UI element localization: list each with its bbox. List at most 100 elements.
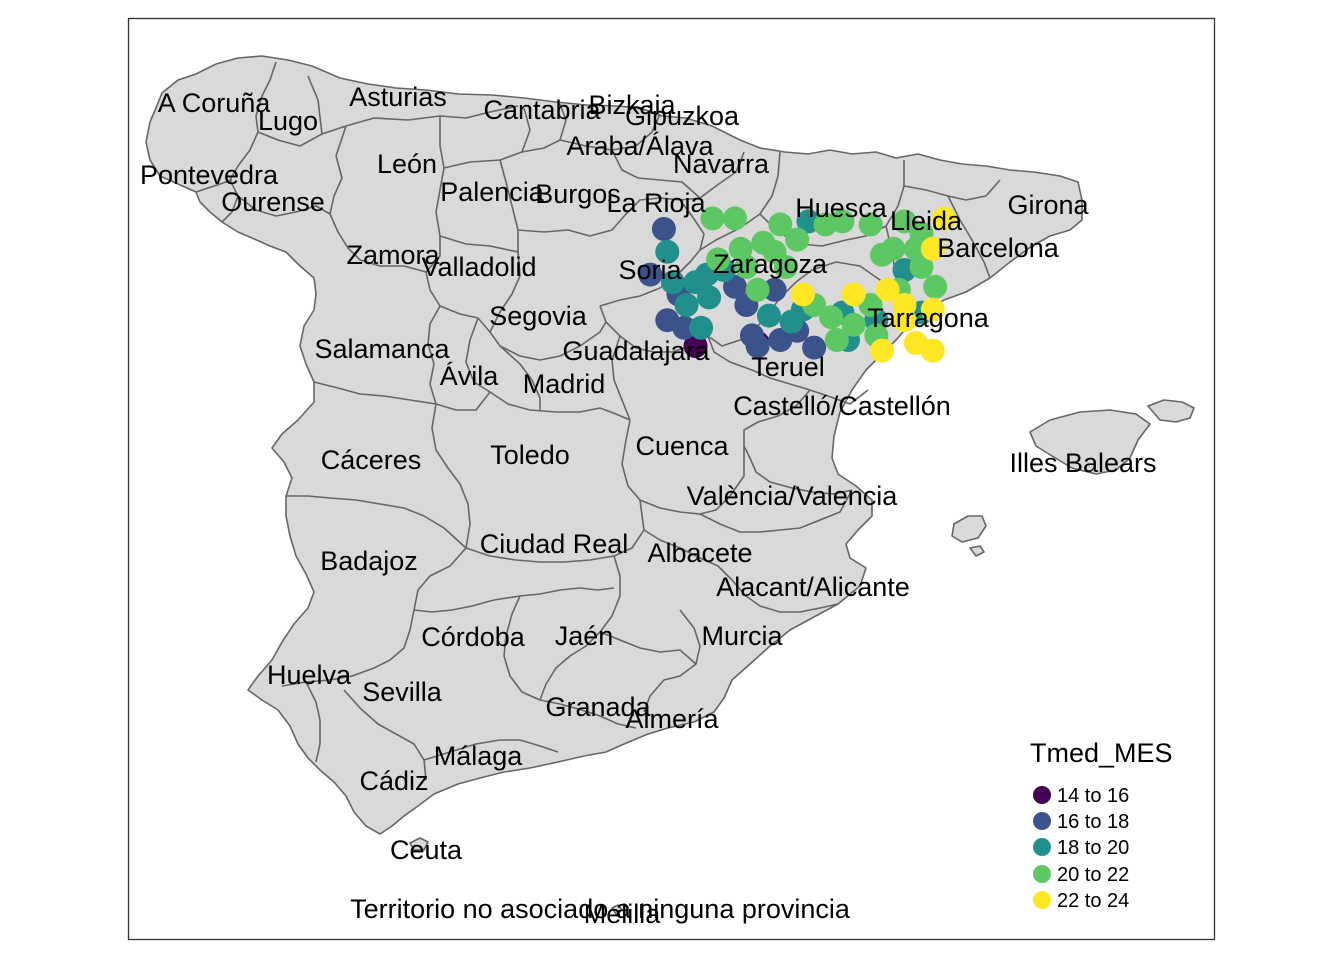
label-valladolid: Valladolid <box>421 252 536 282</box>
station-point <box>745 334 770 358</box>
legend-item: 16 to 18 <box>1033 811 1129 833</box>
station-point <box>697 285 722 310</box>
menorca <box>1147 399 1195 423</box>
mallorca <box>1029 409 1151 475</box>
label-gipuzkoa: Gipuzkoa <box>625 101 740 131</box>
label-valencia: València/Valencia <box>687 481 899 511</box>
label-sevilla: Sevilla <box>362 677 443 707</box>
label-granada: Granada <box>545 692 651 722</box>
label-teruel: Teruel <box>751 352 825 382</box>
label-la-rioja: La Rioja <box>606 188 706 218</box>
station-point <box>870 338 894 363</box>
label-leon: León <box>377 149 437 179</box>
station-point <box>858 212 883 237</box>
label-girona: Girona <box>1007 190 1089 220</box>
formentera <box>969 545 985 557</box>
station-point <box>841 312 866 337</box>
label-salamanca: Salamanca <box>314 334 450 364</box>
station-point <box>672 315 697 340</box>
label-cadiz: Cádiz <box>359 766 428 796</box>
label-soria: Soria <box>618 255 682 285</box>
station-point <box>779 309 804 334</box>
station-point <box>700 206 725 231</box>
label-illes-balears: Illes Balears <box>1009 448 1156 478</box>
station-point <box>638 262 663 287</box>
mainland-spain <box>145 55 1083 835</box>
label-ciudad-real: Ciudad Real <box>480 529 629 559</box>
legend-swatch <box>1033 838 1051 856</box>
station-point <box>909 255 934 279</box>
legend-swatch <box>1033 891 1051 909</box>
station-point <box>881 236 906 261</box>
label-burgos: Burgos <box>535 179 621 209</box>
label-a-coruna: A Coruña <box>158 88 272 118</box>
label-murcia: Murcia <box>701 621 783 651</box>
label-guadalajara: Guadalajara <box>562 336 710 366</box>
label-zamora: Zamora <box>346 240 440 270</box>
station-point <box>892 308 917 333</box>
label-avila: Ávila <box>440 361 500 391</box>
station-point <box>745 277 770 302</box>
label-huesca: Huesca <box>795 193 888 223</box>
station-point <box>841 282 866 307</box>
label-tarragona: Tarragona <box>867 303 990 333</box>
label-castellon: Castelló/Castellón <box>733 391 951 421</box>
label-pontevedra: Pontevedra <box>140 160 279 190</box>
label-melilla: Melilla <box>584 899 662 929</box>
label-toledo: Toledo <box>490 440 570 470</box>
station-point <box>762 277 787 302</box>
label-bizkaia: Bizkaia <box>588 90 676 120</box>
station-point <box>875 277 900 302</box>
legend-item: 22 to 24 <box>1033 890 1129 912</box>
legend-title: Tmed_MES <box>1030 738 1173 768</box>
legend-swatch <box>1033 786 1051 804</box>
station-point <box>689 315 714 340</box>
station-points <box>638 206 957 363</box>
label-cuenca: Cuenca <box>635 431 729 461</box>
label-araba: Araba/Álava <box>566 131 714 161</box>
station-point <box>734 255 759 279</box>
legend-label: 18 to 20 <box>1057 837 1129 859</box>
station-point <box>723 206 747 231</box>
legend-swatch <box>1033 812 1051 830</box>
station-point <box>785 227 810 252</box>
station-point <box>920 338 945 363</box>
label-huelva: Huelva <box>267 660 352 690</box>
station-point <box>920 297 945 322</box>
label-asturias: Asturias <box>349 82 447 112</box>
province-labels: A Coruña Lugo Asturias Cantabria Bizkaia… <box>140 82 1157 929</box>
label-cantabria: Cantabria <box>483 95 601 125</box>
label-jaen: Jaén <box>555 621 614 651</box>
legend-label: 22 to 24 <box>1057 890 1129 912</box>
label-albacete: Albacete <box>647 538 752 568</box>
label-barcelona: Barcelona <box>937 233 1060 263</box>
station-point <box>674 293 699 317</box>
legend-label: 20 to 22 <box>1057 864 1129 886</box>
ceuta-area <box>409 837 429 851</box>
label-caceres: Cáceres <box>321 445 422 475</box>
legend: Tmed_MES 14 to 16 16 to 18 18 to 20 20 t… <box>1030 738 1173 912</box>
label-almeria: Almería <box>625 704 719 734</box>
station-point <box>892 209 917 234</box>
melilla-area <box>611 904 623 915</box>
label-segovia: Segovia <box>489 301 588 331</box>
label-alicante: Alacant/Alicante <box>716 572 910 602</box>
station-point <box>728 236 753 261</box>
ibiza <box>951 515 987 543</box>
label-madrid: Madrid <box>523 369 606 399</box>
label-lleida: Lleida <box>890 206 963 236</box>
station-point <box>706 247 731 272</box>
station-point <box>819 305 844 330</box>
station-point <box>920 236 945 261</box>
station-point <box>768 212 793 237</box>
label-malaga: Málaga <box>434 741 524 771</box>
station-point <box>773 255 798 279</box>
land-areas <box>145 55 1195 915</box>
station-point <box>824 328 849 352</box>
legend-item: 18 to 20 <box>1033 837 1129 859</box>
station-point <box>655 239 680 264</box>
station-point <box>932 206 957 231</box>
station-point <box>651 217 676 241</box>
station-point <box>660 270 685 295</box>
